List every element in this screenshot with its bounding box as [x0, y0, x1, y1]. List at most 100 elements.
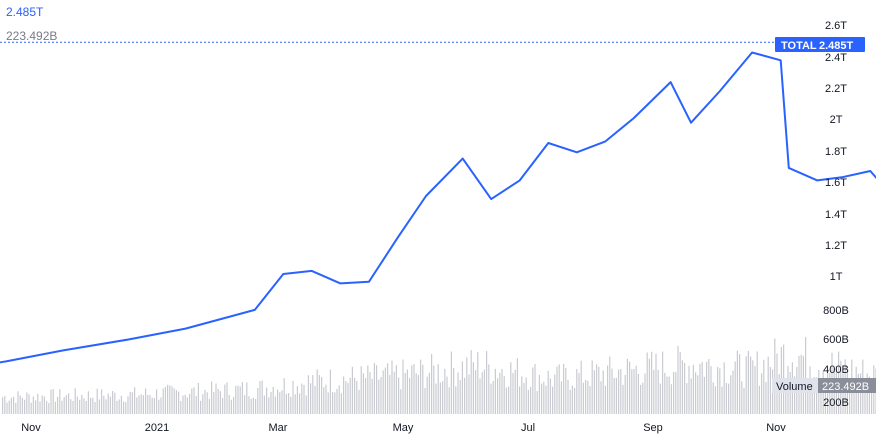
volume-bar [79, 399, 81, 414]
volume-bar [600, 381, 602, 414]
volume-bar [125, 402, 127, 414]
volume-bar [483, 369, 485, 414]
volume-bar [516, 358, 518, 414]
volume-bar [92, 397, 94, 414]
volume-bar [189, 394, 191, 414]
volume-bar [431, 353, 433, 414]
volume-bar [398, 377, 400, 414]
volume-bar [312, 375, 314, 414]
volume-bar [285, 393, 287, 414]
volume-bar [153, 398, 155, 414]
y-axis: 2.6T 2.4T 2.2T 2T 1.8T 1.6T 1.4T 1.2T 1T 800B 600B… [823, 20, 849, 409]
volume-bar [274, 396, 276, 414]
volume-bar [387, 363, 389, 414]
volume-bar [598, 366, 600, 414]
volume-bar [211, 381, 213, 414]
volume-bar [24, 399, 26, 414]
volume-bar [829, 372, 831, 414]
volume-bar [248, 396, 250, 414]
volume-bar [257, 387, 259, 414]
volume-bar [752, 360, 754, 414]
volume-bar [160, 397, 162, 414]
volume-bar [120, 395, 122, 414]
volume-bar [147, 394, 149, 414]
volume-bar [596, 364, 598, 414]
volume-bar [50, 389, 52, 414]
volume-bar [604, 385, 606, 414]
volume-bar [206, 392, 208, 414]
volume-bar [675, 371, 677, 414]
volume-bar [116, 400, 118, 414]
volume-bar [756, 351, 758, 414]
volume-bar [580, 360, 582, 414]
volume-bar [659, 383, 661, 414]
volume-bar [41, 395, 43, 414]
volume-bar [2, 397, 4, 414]
volume-bar [593, 370, 595, 414]
volume-bar [708, 359, 710, 414]
volume-bar [184, 394, 186, 414]
volume-bar [200, 400, 202, 414]
volume-bar [294, 394, 296, 414]
volume-bar [360, 366, 362, 414]
x-tick-label: Nov [21, 422, 41, 434]
volume-bar [336, 388, 338, 414]
volume-bar [510, 362, 512, 414]
volume-bar [723, 362, 725, 414]
volume-bar [266, 387, 268, 414]
volume-bar [327, 392, 329, 414]
volume-bar [290, 396, 292, 414]
volume-bar [268, 397, 270, 414]
volume-bar [351, 366, 353, 414]
volume-bar [868, 376, 870, 414]
volume-bar [107, 393, 109, 414]
volume-bar [288, 393, 290, 414]
volume-bar [389, 374, 391, 414]
volume-bar [585, 380, 587, 414]
volume-bar [156, 389, 158, 414]
volume-bar [710, 366, 712, 414]
volume-bar [10, 397, 12, 414]
volume-bar [637, 373, 639, 414]
y-tick-label: 1.8T [825, 146, 847, 158]
volume-bar [538, 375, 540, 414]
volume-bar [261, 380, 263, 414]
volume-bar [222, 397, 224, 414]
volume-bar [279, 392, 281, 414]
volume-bar [292, 381, 294, 414]
y-tick-label: 400B [823, 364, 849, 376]
volume-bar [420, 359, 422, 414]
volume-bar [13, 396, 15, 414]
volume-bar [332, 392, 334, 414]
volume-bar [433, 365, 435, 414]
volume-bar [567, 379, 569, 414]
volume-bar [171, 386, 173, 414]
volume-bar [444, 368, 446, 414]
volume-bar [46, 401, 48, 414]
volume-bar [178, 391, 180, 414]
volume-bar [186, 397, 188, 414]
volume-bar [631, 369, 633, 414]
volume-bar [607, 365, 609, 414]
volume-bar [356, 380, 358, 414]
volume-bar [728, 383, 730, 414]
volume-bar [547, 370, 549, 414]
volume-bar [28, 394, 30, 414]
x-tick-label: Nov [766, 422, 786, 434]
volume-bar [296, 386, 298, 414]
x-tick-label: May [393, 422, 414, 434]
volume-bar [301, 383, 303, 414]
volume-bar [684, 363, 686, 414]
volume-bar [96, 388, 98, 414]
volume-badge: Volume 223.492B [772, 378, 876, 393]
volume-bar [213, 391, 215, 414]
volume-bar [602, 370, 604, 414]
volume-bar [820, 379, 822, 414]
volume-bar [382, 370, 384, 414]
volume-bar [853, 379, 855, 414]
volume-bar [721, 386, 723, 414]
volume-bar [235, 385, 237, 414]
volume-bar [807, 377, 809, 414]
volume-bar [527, 389, 529, 414]
